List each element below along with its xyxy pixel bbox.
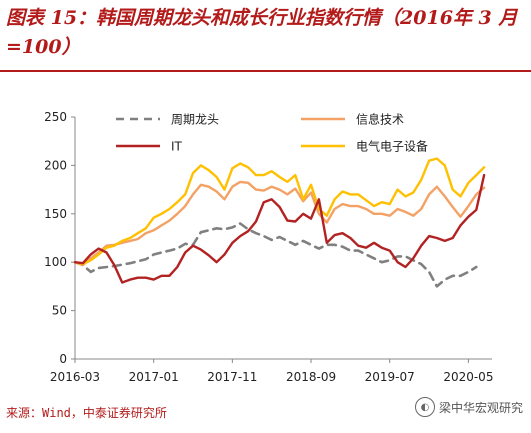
series-line-1: [73, 180, 486, 267]
source-note: 来源：Wind，中泰证券研究所: [6, 406, 167, 420]
x-tick-label: 2018-09: [286, 370, 336, 384]
chart-title: 图表 15：韩国周期龙头和成长行业指数行情（2016年 3 月=100）: [6, 7, 518, 58]
y-tick-label: 250: [44, 110, 67, 124]
legend-label: IT: [171, 140, 183, 154]
watermark: ◐ 梁中华宏观研究: [414, 397, 523, 417]
title-divider: [0, 70, 531, 72]
series-line-2: [73, 173, 486, 284]
y-tick-label: 0: [59, 352, 67, 366]
y-tick-label: 150: [44, 207, 67, 221]
y-tick-label: 50: [52, 304, 67, 318]
legend-label: 信息技术: [356, 112, 404, 127]
x-tick-label: 2020-05: [443, 370, 493, 384]
series-line-0: [73, 222, 478, 288]
x-axis: 2016-03 2017-01 2017-11 2018-09 2019-07 2020-…: [50, 358, 493, 384]
series-layer: [73, 157, 486, 288]
legend-label: 电气电子设备: [356, 139, 428, 154]
y-tick-label: 100: [44, 255, 67, 269]
wechat-logo-icon: ◐: [414, 397, 435, 417]
watermark-text: 梁中华宏观研究: [438, 400, 523, 415]
y-axis: 0 50 100 150 200 250: [44, 110, 76, 366]
x-tick-label: 2016-03: [50, 370, 100, 384]
legend-label: 周期龙头: [171, 113, 219, 127]
legend: 周期龙头 信息技术 IT 电气电子设备: [116, 112, 428, 154]
x-tick-label: 2017-01: [129, 370, 179, 384]
y-tick-label: 200: [44, 158, 67, 172]
series-line-3: [73, 157, 486, 266]
x-tick-label: 2017-11: [207, 370, 257, 384]
x-tick-label: 2019-07: [365, 370, 415, 384]
